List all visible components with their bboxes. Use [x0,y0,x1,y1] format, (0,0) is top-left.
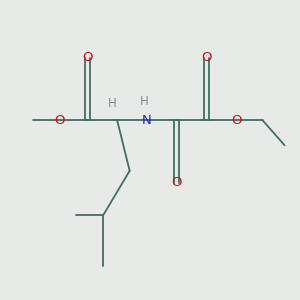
Text: O: O [54,114,64,127]
Text: N: N [142,114,152,127]
Text: O: O [201,51,211,64]
Text: H: H [108,97,117,110]
Text: O: O [231,114,241,127]
Text: O: O [82,51,93,64]
Text: H: H [140,95,149,108]
Text: O: O [171,176,182,189]
